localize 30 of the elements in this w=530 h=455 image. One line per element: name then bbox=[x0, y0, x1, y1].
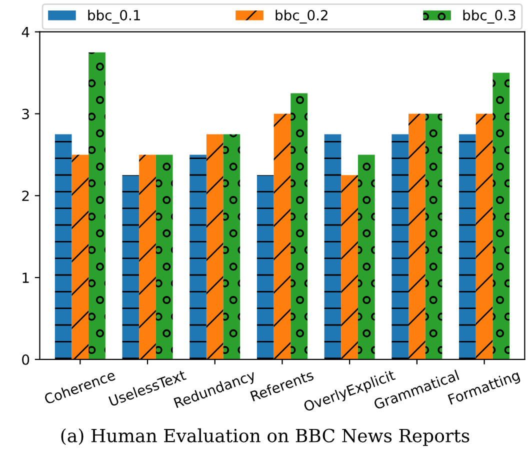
bar bbox=[459, 134, 476, 360]
bar bbox=[274, 114, 291, 360]
bar bbox=[341, 175, 358, 360]
bar bbox=[425, 114, 442, 360]
legend-label: bbc_0.2 bbox=[276, 10, 328, 24]
bar bbox=[122, 175, 140, 360]
bar bbox=[156, 154, 173, 360]
y-tick-label: 3 bbox=[22, 108, 29, 120]
bar bbox=[392, 134, 409, 360]
bar bbox=[324, 134, 342, 360]
bar bbox=[223, 134, 240, 360]
bar bbox=[358, 154, 375, 360]
text: (a) Human Evaluation on BBC News Reports bbox=[61, 428, 470, 446]
y-tick-label: 2 bbox=[22, 190, 29, 201]
bar bbox=[72, 154, 89, 360]
bar bbox=[408, 114, 426, 360]
bar bbox=[256, 175, 274, 360]
bar bbox=[139, 154, 156, 360]
bar bbox=[88, 52, 106, 360]
y-tick-label: 4 bbox=[22, 27, 30, 38]
bar bbox=[492, 72, 510, 360]
legend-label: bbc_0.3 bbox=[463, 10, 516, 24]
y-tick-label: 0 bbox=[22, 354, 30, 365]
legend-label: bbc_0.1 bbox=[88, 10, 140, 24]
bar bbox=[476, 114, 493, 360]
bar bbox=[290, 93, 308, 360]
bar bbox=[206, 134, 224, 360]
bar bbox=[190, 154, 206, 360]
y-tick-label: 1 bbox=[22, 272, 29, 283]
bar bbox=[54, 134, 72, 360]
